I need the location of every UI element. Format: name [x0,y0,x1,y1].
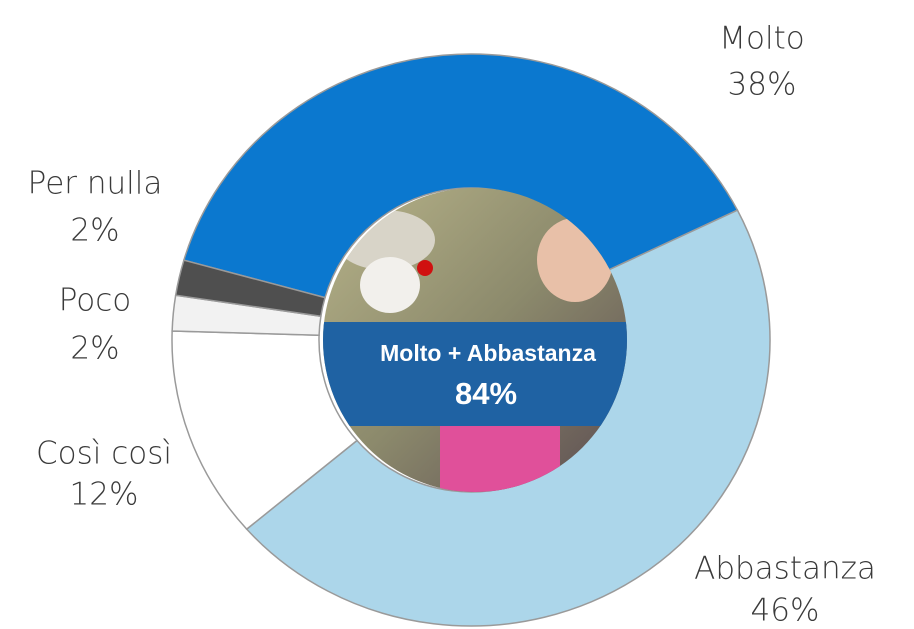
chart: Molto + Abbastanza 84% Molto 38% Abbastanz… [0,0,914,629]
slice-value-label: 2% [70,213,119,249]
slice-label: Per nulla [28,166,163,202]
slice-label: Così così [36,436,172,472]
slice-value-label: 38% [728,67,797,103]
center-value: 84% [455,376,517,411]
photo-face [360,257,420,313]
slice-label: Abbastanza [694,551,876,587]
slice-value-label: 2% [70,331,119,367]
photo-nose [417,260,433,276]
slice-value-label: 46% [751,593,820,629]
center-title: Molto + Abbastanza [380,340,596,366]
slice-value-label: 12% [70,477,139,513]
slice-label: Molto [719,21,804,57]
slice-label: Poco [59,283,132,319]
